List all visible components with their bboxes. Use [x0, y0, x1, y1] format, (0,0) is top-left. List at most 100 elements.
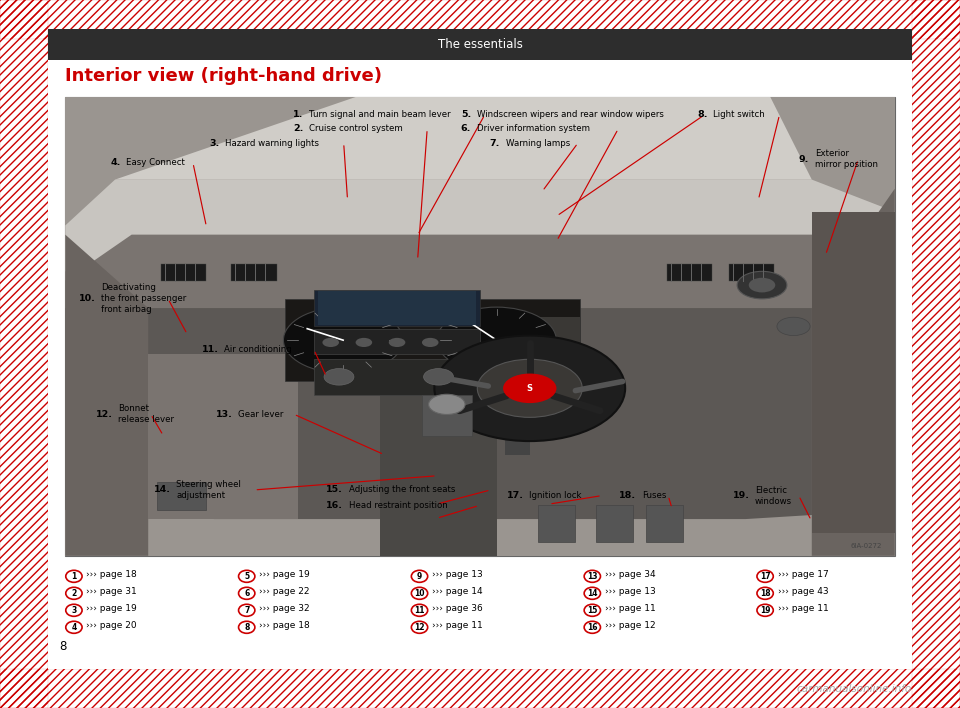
Circle shape: [428, 394, 465, 414]
Bar: [314, 290, 480, 326]
Bar: [812, 212, 895, 533]
Text: 17: 17: [759, 572, 771, 581]
Text: 6.: 6.: [461, 125, 471, 133]
Circle shape: [389, 338, 405, 347]
Bar: [160, 265, 206, 280]
Text: Bonnet
release lever: Bonnet release lever: [118, 404, 175, 424]
Text: 7.: 7.: [490, 139, 500, 147]
Text: 19: 19: [760, 606, 770, 615]
Text: 10.: 10.: [79, 295, 96, 303]
Text: 8: 8: [244, 623, 250, 632]
Text: 12.: 12.: [96, 410, 113, 418]
Text: carmanualsonline.info: carmanualsonline.info: [797, 684, 912, 694]
Text: 18: 18: [759, 589, 771, 598]
Circle shape: [283, 307, 403, 373]
Polygon shape: [65, 180, 895, 271]
Polygon shape: [65, 234, 895, 308]
Text: Fuses: Fuses: [641, 491, 666, 500]
Text: Adjusting the front seats: Adjusting the front seats: [348, 486, 455, 494]
Text: 19.: 19.: [732, 491, 750, 500]
Text: ››› page 31: ››› page 31: [86, 587, 137, 595]
Bar: [231, 265, 276, 280]
Text: ››› page 18: ››› page 18: [259, 621, 310, 629]
Text: 1.: 1.: [293, 110, 303, 119]
Text: ››› page 11: ››› page 11: [432, 621, 483, 629]
Text: 11: 11: [415, 606, 424, 615]
Text: S: S: [527, 384, 533, 393]
Text: 10: 10: [415, 589, 424, 598]
Text: 14: 14: [588, 589, 597, 598]
Text: 5: 5: [244, 572, 250, 581]
Text: 3.: 3.: [209, 139, 220, 147]
Circle shape: [477, 359, 582, 417]
Text: ››› page 22: ››› page 22: [259, 587, 310, 595]
Text: ››› page 32: ››› page 32: [259, 604, 310, 612]
Text: 2: 2: [71, 589, 77, 598]
Bar: [596, 506, 634, 542]
Text: ››› page 43: ››› page 43: [778, 587, 828, 595]
Text: Cruise control system: Cruise control system: [309, 125, 402, 133]
Bar: [319, 291, 476, 325]
Text: Steering wheel
adjustment: Steering wheel adjustment: [176, 480, 241, 500]
Text: 7: 7: [244, 606, 250, 615]
Text: ››› page 18: ››› page 18: [86, 570, 137, 578]
Text: ››› page 11: ››› page 11: [778, 604, 828, 612]
Circle shape: [323, 338, 339, 347]
Text: The essentials: The essentials: [438, 38, 522, 51]
Polygon shape: [65, 234, 148, 556]
Text: ››› page 34: ››› page 34: [605, 570, 656, 578]
Text: 6: 6: [244, 589, 250, 598]
Text: 11.: 11.: [202, 346, 219, 354]
Bar: [314, 358, 480, 395]
Polygon shape: [65, 308, 895, 519]
Text: 3: 3: [71, 606, 77, 615]
Text: 9.: 9.: [799, 155, 809, 164]
Text: 17.: 17.: [507, 491, 524, 500]
Text: Light switch: Light switch: [713, 110, 765, 119]
Circle shape: [434, 336, 625, 441]
Text: ››› page 13: ››› page 13: [605, 587, 656, 595]
Text: Turn signal and main beam lever: Turn signal and main beam lever: [309, 110, 450, 119]
Text: Exterior
mirror position: Exterior mirror position: [815, 149, 877, 169]
Circle shape: [355, 338, 372, 347]
Text: Interior view (right-hand drive): Interior view (right-hand drive): [65, 67, 382, 85]
Bar: [148, 354, 298, 519]
Bar: [314, 329, 480, 354]
Text: 15: 15: [588, 606, 597, 615]
Bar: [397, 333, 451, 352]
Circle shape: [737, 271, 787, 299]
Text: Deactivating
the front passenger
front airbag: Deactivating the front passenger front a…: [101, 283, 186, 314]
Text: ››› page 12: ››› page 12: [605, 621, 656, 629]
Text: Warning lamps: Warning lamps: [506, 139, 570, 147]
Text: 12: 12: [415, 623, 424, 632]
Bar: [646, 506, 684, 542]
Circle shape: [503, 374, 557, 403]
Bar: [538, 506, 575, 542]
Text: Driver information system: Driver information system: [477, 125, 589, 133]
Text: ››› page 14: ››› page 14: [432, 587, 483, 595]
Circle shape: [324, 369, 354, 385]
Circle shape: [423, 369, 453, 385]
Text: Ignition lock: Ignition lock: [529, 491, 582, 500]
Text: ››› page 17: ››› page 17: [778, 570, 828, 578]
Polygon shape: [812, 189, 895, 556]
Text: ››› page 11: ››› page 11: [605, 604, 656, 612]
Circle shape: [422, 338, 439, 347]
Polygon shape: [115, 97, 812, 180]
Text: 5.: 5.: [461, 110, 471, 119]
Text: 13: 13: [588, 572, 597, 581]
Circle shape: [749, 278, 776, 292]
Polygon shape: [298, 308, 580, 358]
Text: 16.: 16.: [326, 501, 344, 510]
Text: Air conditioning: Air conditioning: [224, 346, 292, 354]
Text: 2.: 2.: [293, 125, 303, 133]
Polygon shape: [380, 363, 496, 556]
Text: Gear lever: Gear lever: [238, 410, 284, 418]
Bar: [422, 395, 471, 437]
Text: 13.: 13.: [216, 410, 233, 418]
Text: ››› page 19: ››› page 19: [259, 570, 310, 578]
Text: 18.: 18.: [619, 491, 636, 500]
Text: 8: 8: [60, 640, 67, 653]
Circle shape: [777, 317, 810, 336]
Bar: [729, 265, 775, 280]
